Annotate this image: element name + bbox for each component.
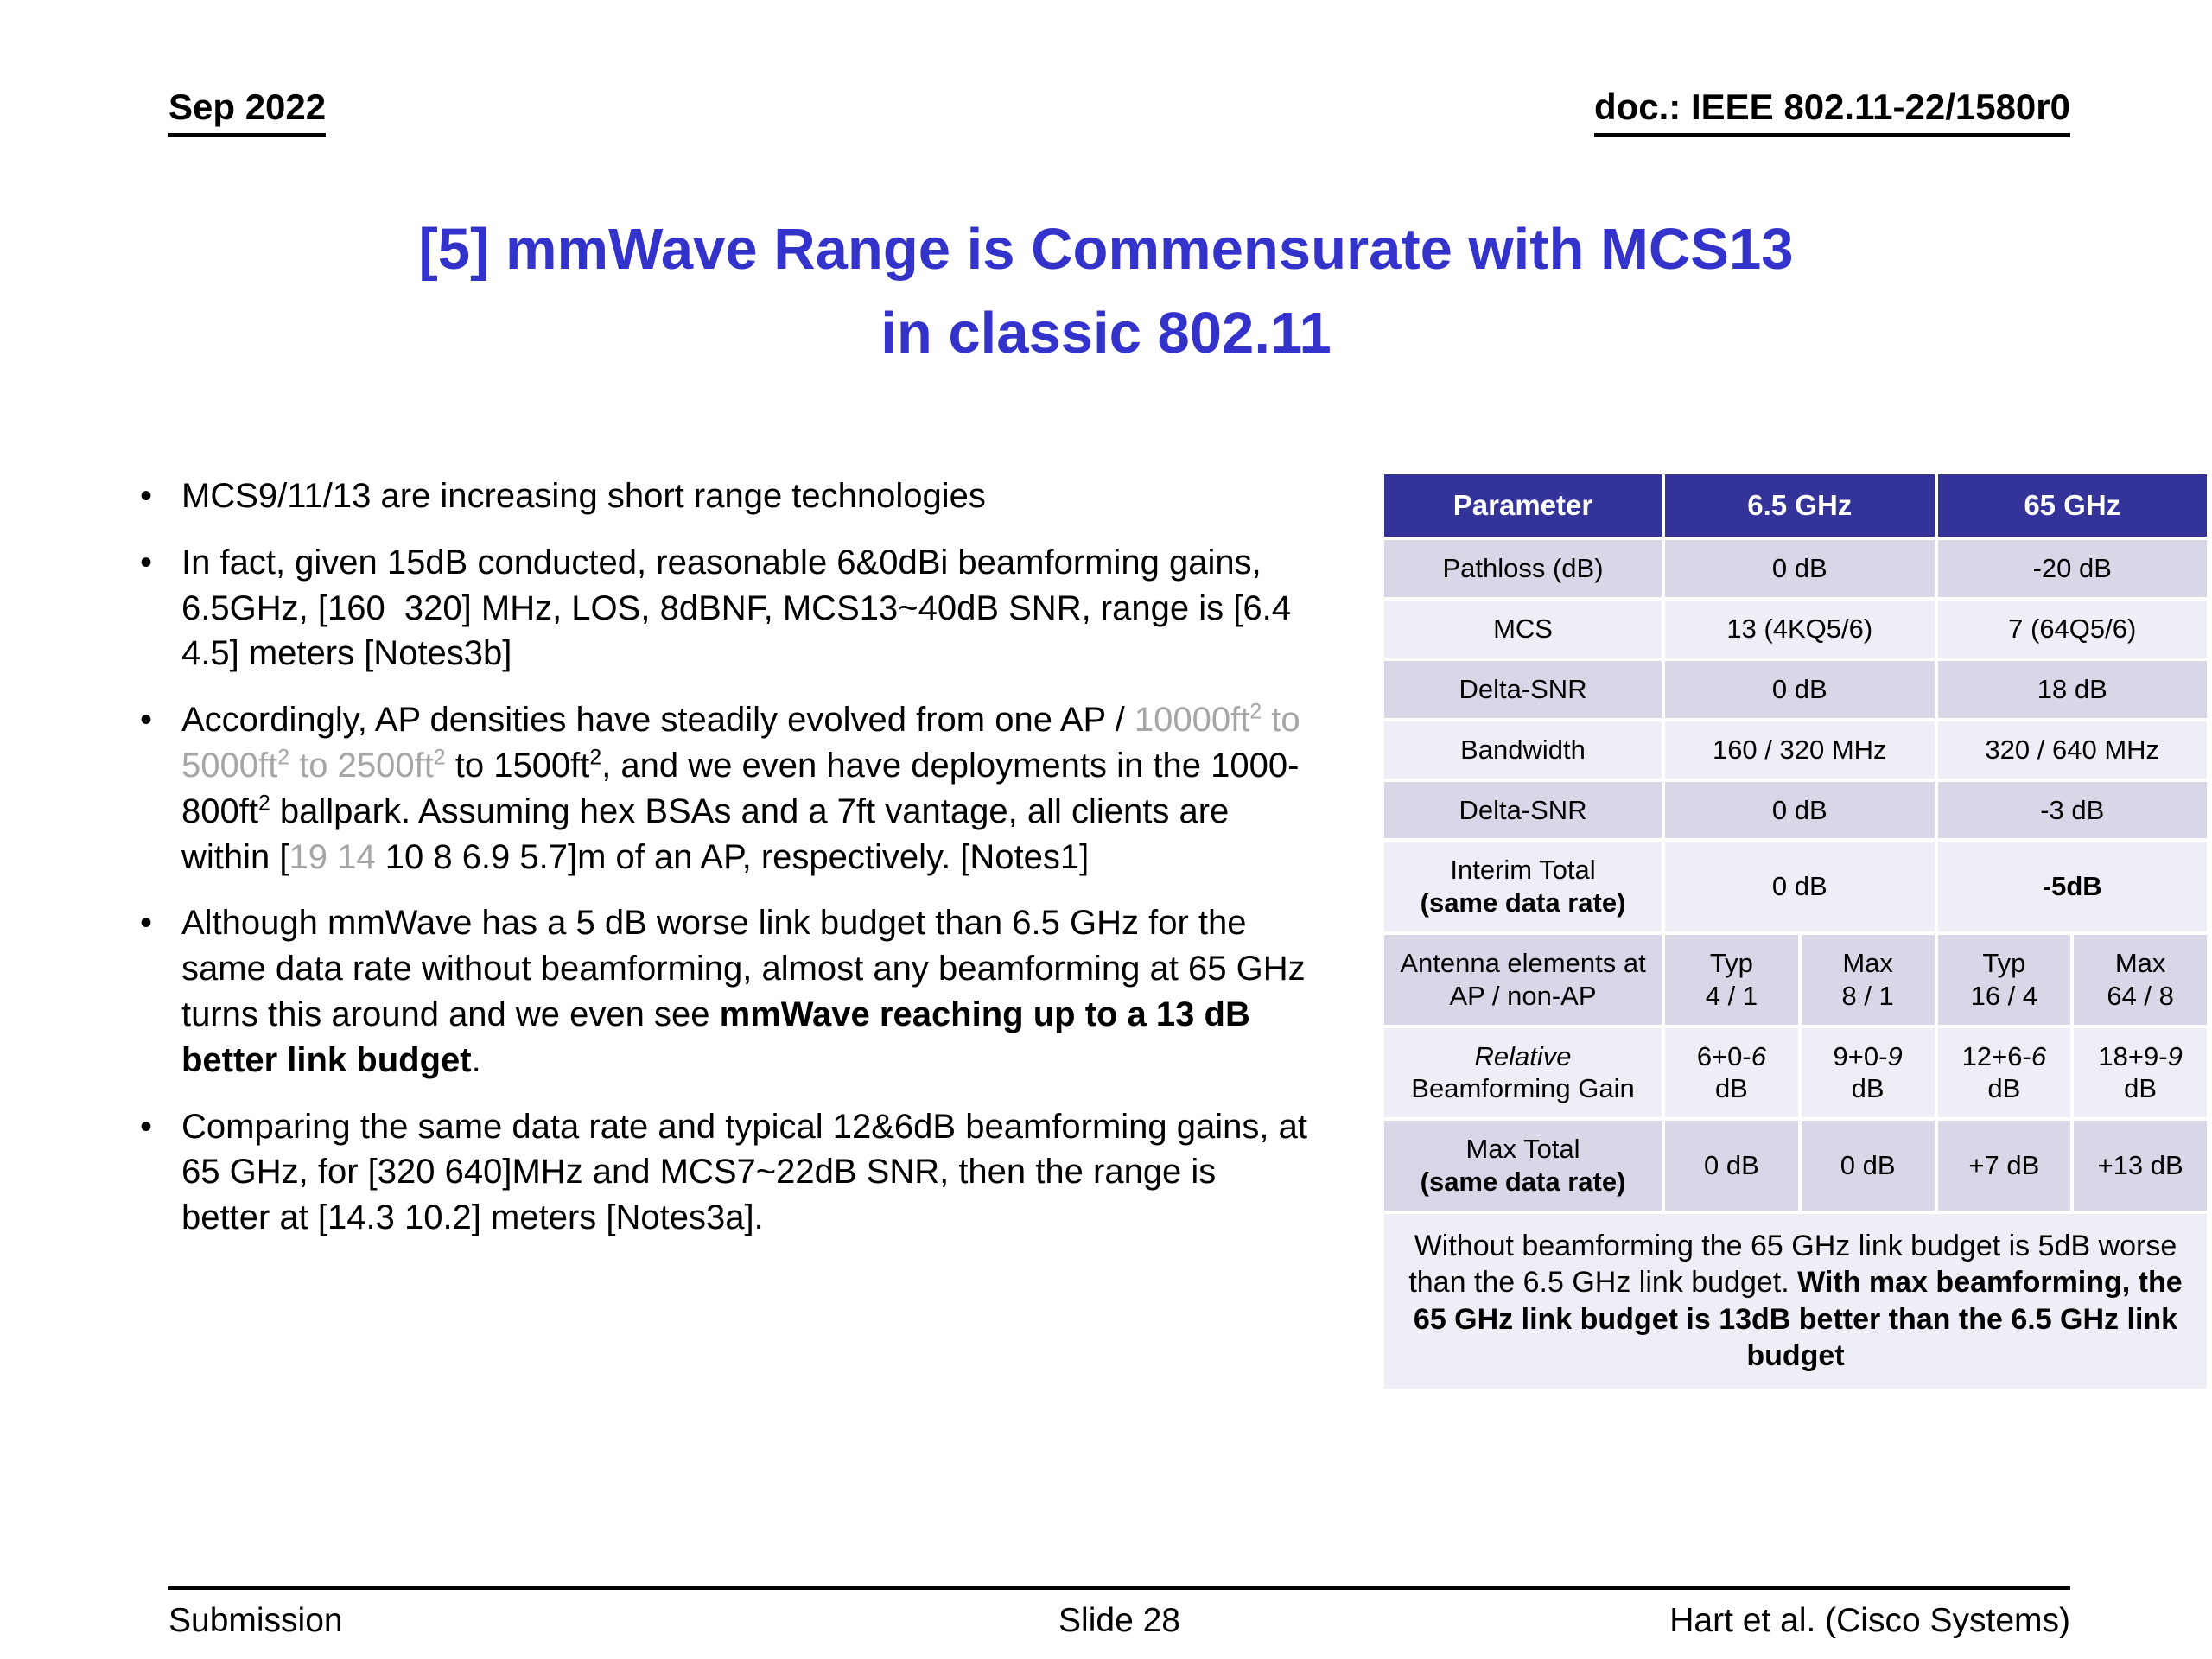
- table-header-cell: 65 GHz: [1934, 470, 2210, 541]
- bullet-item: • Although mmWave has a 5 dB worse link b…: [137, 900, 1307, 1083]
- footer-divider: [168, 1586, 2070, 1590]
- value-cell: 160 / 320 MHz: [1662, 717, 1938, 782]
- parameter-cell: Antenna elements at AP / non-AP: [1380, 931, 1666, 1028]
- bullet-item: • In fact, given 15dB conducted, reasonab…: [137, 540, 1307, 677]
- value-cell: 0 dB: [1662, 1117, 1802, 1214]
- value-cell: -3 dB: [1934, 778, 2210, 842]
- bullet-list: • MCS9/11/13 are increasing short range t…: [137, 474, 1307, 1262]
- table-row: Pathloss (dB) 0 dB -20 dB: [1380, 537, 2210, 601]
- value-cell: 0 dB: [1662, 537, 1938, 601]
- table-note-row: Without beamforming the 65 GHz link budg…: [1381, 1210, 2210, 1392]
- table-row: Interim Total (same data rate) 0 dB -5dB: [1380, 838, 2210, 935]
- table-row: MCS 13 (4KQ5/6) 7 (64Q5/6): [1380, 597, 2210, 661]
- table-row: Bandwidth 160 / 320 MHz 320 / 640 MHz: [1380, 717, 2210, 782]
- bullet-marker: •: [140, 1107, 153, 1146]
- footer-submission: Submission: [168, 1602, 343, 1639]
- value-cell: Max 8 / 1: [1797, 931, 1938, 1028]
- table-header-row: Parameter 6.5 GHz 65 GHz: [1380, 470, 2210, 541]
- parameter-cell: MCS: [1380, 597, 1666, 661]
- bullet-marker: •: [140, 701, 153, 740]
- link-budget-table: Parameter 6.5 GHz 65 GHz Pathloss (dB) 0 dB -…: [1380, 470, 2210, 1392]
- value-cell: 0 dB: [1662, 657, 1938, 721]
- value-cell: 6+0-6 dB: [1662, 1024, 1802, 1122]
- table-row: Delta-SNR 0 dB -3 dB: [1380, 778, 2210, 842]
- table-row: Max Total (same data rate) 0 dB 0 dB +7 dB +1…: [1380, 1117, 2210, 1214]
- footer-slide-number: Slide 28: [1058, 1602, 1180, 1639]
- value-cell: 9+0-9 dB: [1797, 1024, 1938, 1122]
- slide-title: [5] mmWave Range is Commensurate with MC…: [69, 207, 2143, 375]
- value-cell: 12+6-6 dB: [1934, 1024, 2075, 1122]
- slide-footer: Submission Slide 28 Hart et al. (Cisco S…: [168, 1602, 2070, 1640]
- parameter-cell: Bandwidth: [1380, 717, 1666, 782]
- value-cell: -5dB: [1934, 838, 2210, 935]
- value-cell: -20 dB: [1934, 537, 2210, 601]
- value-cell: +13 dB: [2070, 1117, 2210, 1214]
- bullet-text: In fact, given 15dB conducted, reasonabl…: [181, 543, 1301, 673]
- bullet-item: • Comparing the same data rate and typica…: [137, 1104, 1307, 1241]
- bullet-item: • MCS9/11/13 are increasing short range t…: [137, 474, 1307, 519]
- parameter-cell: Max Total (same data rate): [1380, 1117, 1666, 1214]
- parameter-cell: Interim Total (same data rate): [1380, 838, 1666, 935]
- slide-title-line-2: in classic 802.11: [880, 301, 1332, 366]
- value-cell: Max 64 / 8: [2070, 931, 2210, 1028]
- value-cell: 0 dB: [1662, 838, 1938, 935]
- value-cell: 18+9-9 dB: [2070, 1024, 2210, 1122]
- value-cell: 0 dB: [1662, 778, 1938, 842]
- footer-authors: Hart et al. (Cisco Systems): [1669, 1602, 2071, 1639]
- bullet-item: • Accordingly, AP densities have steadily…: [137, 697, 1307, 880]
- value-cell: Typ 4 / 1: [1662, 931, 1802, 1028]
- bullet-marker: •: [140, 904, 153, 943]
- table-row: Relative Beamforming Gain 6+0-6 dB 9+0-9 dB 12…: [1380, 1024, 2210, 1122]
- table-row: Delta-SNR 0 dB 18 dB: [1380, 657, 2210, 721]
- parameter-cell: Delta-SNR: [1380, 657, 1666, 721]
- value-cell: +7 dB: [1934, 1117, 2075, 1214]
- value-cell: 18 dB: [1934, 657, 2210, 721]
- table-header-cell: Parameter: [1380, 470, 1666, 541]
- bullet-marker: •: [140, 543, 153, 582]
- link-budget-table-wrap: Parameter 6.5 GHz 65 GHz Pathloss (dB) 0 dB -…: [1380, 470, 2210, 1392]
- value-cell: 320 / 640 MHz: [1934, 717, 2210, 782]
- header-date: Sep 2022: [168, 86, 327, 137]
- table-header-cell: 6.5 GHz: [1662, 470, 1938, 541]
- value-cell: 13 (4KQ5/6): [1662, 597, 1938, 661]
- bullet-text: Comparing the same data rate and typical…: [181, 1107, 1318, 1237]
- parameter-cell: Pathloss (dB): [1380, 537, 1666, 601]
- parameter-cell: Delta-SNR: [1380, 778, 1666, 842]
- bullet-text: MCS9/11/13 are increasing short range te…: [181, 477, 986, 515]
- slide-title-line-1: [5] mmWave Range is Commensurate with MC…: [418, 217, 1794, 282]
- value-cell: 7 (64Q5/6): [1934, 597, 2210, 661]
- bullet-text: Although mmWave has a 5 dB worse link bu…: [181, 904, 1315, 1079]
- value-cell: 0 dB: [1797, 1117, 1938, 1214]
- header-doc-number: doc.: IEEE 802.11-22/1580r0: [1593, 86, 2070, 137]
- bullet-marker: •: [140, 477, 153, 515]
- bullet-text: Accordingly, AP densities have steadily …: [181, 700, 1310, 876]
- table-note: Without beamforming the 65 GHz link budg…: [1381, 1210, 2210, 1392]
- slide-header: Sep 2022 doc.: IEEE 802.11-22/1580r0: [168, 86, 2070, 137]
- value-cell: Typ 16 / 4: [1934, 931, 2075, 1028]
- parameter-cell: Relative Beamforming Gain: [1380, 1024, 1666, 1122]
